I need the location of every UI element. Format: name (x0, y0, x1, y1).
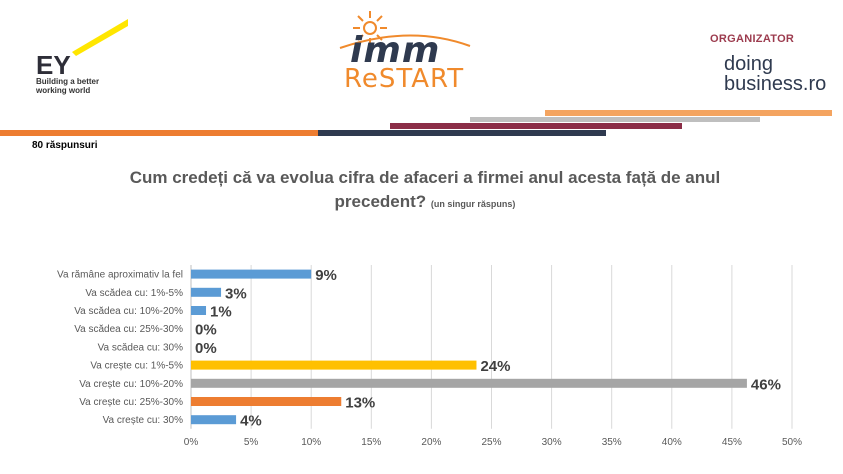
stripe-gray (470, 117, 760, 122)
category-label: Va scădea cu: 25%-30% (74, 324, 183, 335)
category-label: Va crește cu: 30% (103, 415, 184, 426)
x-tick-label: 0% (184, 437, 199, 448)
stripe-orange-top (545, 110, 832, 116)
data-label: 4% (240, 413, 262, 430)
swoosh-icon (339, 34, 471, 49)
x-tick-label: 5% (244, 437, 259, 448)
category-label: Va scădea cu: 10%-20% (74, 306, 183, 317)
x-tick-label: 40% (662, 437, 682, 448)
bar (191, 415, 237, 425)
bar (191, 306, 207, 315)
ey-beam-icon (72, 19, 128, 56)
ey-tagline: Building a better working world (36, 77, 100, 95)
data-label: 13% (345, 395, 375, 412)
category-label: Va scădea cu: 30% (98, 342, 184, 353)
category-label: Va rămâne aproximativ la fel (57, 270, 183, 281)
data-label: 9% (315, 267, 337, 284)
category-label: Va crește cu: 25%-30% (79, 397, 183, 408)
bar (191, 378, 747, 388)
imm-restart-logo (339, 11, 471, 49)
bar (191, 269, 312, 279)
organizer-name: doing business.ro (724, 54, 826, 94)
bar-chart: 0% 5% 10% 15% 20% 25% 30% 35% 40% 45% 50% Va rămâne… (57, 265, 802, 448)
bar (191, 397, 342, 406)
sun-icon (353, 11, 387, 44)
category-label: Va crește cu: 1%-5% (90, 361, 183, 372)
question-text: Cum credeți că va evolua cifra de afacer… (129, 168, 721, 211)
stripe-dark (318, 130, 606, 136)
x-tick-label: 10% (301, 437, 321, 448)
bar (191, 360, 477, 370)
data-label: 0% (195, 340, 217, 357)
data-label: 1% (210, 304, 232, 321)
data-label: 3% (225, 285, 247, 302)
organizer-name-line1: doing (724, 53, 773, 75)
category-label: Va crește cu: 10%-20% (79, 379, 183, 390)
responses-count: 80 răspunsuri (32, 140, 98, 151)
data-label: 46% (751, 376, 781, 393)
restart-logo-text: ReSTART (344, 64, 465, 94)
chart-title: Cum credeți că va evolua cifra de afacer… (100, 166, 750, 216)
ey-logo: EY (36, 19, 128, 80)
data-label: 0% (195, 322, 217, 339)
x-tick-label: 45% (722, 437, 742, 448)
x-tick-label: 35% (602, 437, 622, 448)
x-tick-label: 25% (481, 437, 501, 448)
x-tick-label: 15% (361, 437, 381, 448)
organizer-label: ORGANIZATOR (710, 33, 795, 45)
x-tick-label: 20% (421, 437, 441, 448)
bar (191, 287, 222, 297)
imm-logo-text: imm (350, 30, 441, 71)
data-label: 24% (480, 358, 510, 375)
ey-brand-text: EY (36, 50, 71, 80)
x-tick-label: 30% (542, 437, 562, 448)
x-tick-label: 50% (782, 437, 802, 448)
stripe-maroon (390, 123, 682, 129)
category-label: Va scădea cu: 1%-5% (85, 288, 183, 299)
organizer-name-line2: business.ro (724, 73, 827, 95)
question-note: (un singur răspuns) (430, 199, 516, 209)
stripe-orange-left (0, 130, 320, 136)
